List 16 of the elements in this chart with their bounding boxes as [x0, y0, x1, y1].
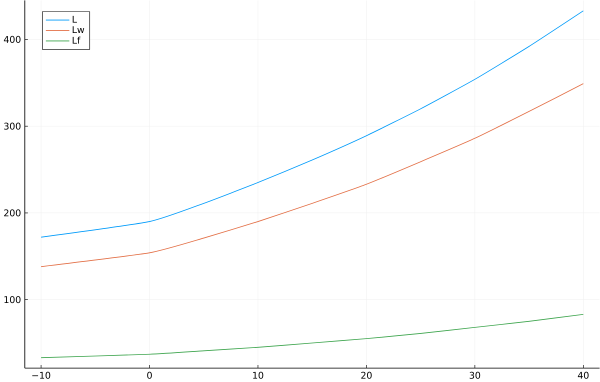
line-series — [40, 83, 584, 267]
line-series — [40, 10, 584, 238]
x-tick-label: 0 — [147, 372, 152, 379]
legend-label: Lf — [72, 36, 80, 44]
x-tick-label: −10 — [32, 372, 50, 379]
y-tick-label: 100 — [4, 296, 21, 304]
y-tick-label: 200 — [4, 209, 21, 216]
x-tick-label: 40 — [578, 372, 589, 379]
x-tick-label: 30 — [470, 372, 480, 379]
y-tick-label: 300 — [4, 122, 21, 130]
legend-label: L — [72, 16, 77, 23]
x-tick-label: 10 — [253, 372, 264, 379]
x-tick-label: 20 — [361, 372, 372, 379]
line-series — [40, 314, 584, 358]
legend-label: Lw — [72, 26, 84, 33]
y-tick-label: 400 — [4, 36, 21, 43]
